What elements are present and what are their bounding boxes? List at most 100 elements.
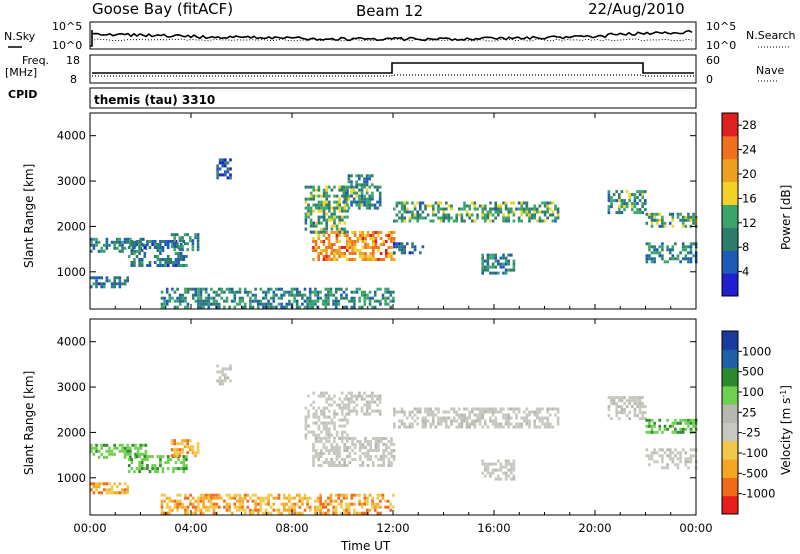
- velocity-echo-cell: [471, 410, 474, 414]
- velocity-echo-cell: [390, 464, 393, 467]
- power-echo-cell: [494, 204, 497, 208]
- power-echo-cell: [413, 216, 417, 220]
- velocity-echo-cell: [376, 505, 380, 509]
- velocity-echo-cell: [620, 396, 624, 400]
- velocity-colorbar-swatch: [722, 477, 738, 497]
- power-echo-cell: [347, 174, 351, 178]
- velocity-echo-cell: [346, 418, 349, 422]
- power-echo-cell: [340, 287, 343, 291]
- velocity-echo-cell: [371, 400, 374, 404]
- velocity-echo-cell: [618, 399, 621, 403]
- power-echo-cell: [641, 196, 644, 200]
- power-echo-cell: [658, 254, 662, 258]
- power-echo-cell: [170, 245, 174, 249]
- velocity-echo-cell: [228, 508, 231, 512]
- power-echo-cell: [350, 290, 354, 294]
- power-echo-cell: [615, 211, 618, 215]
- velocity-echo-cell: [379, 505, 382, 509]
- power-echo-cell: [197, 290, 200, 294]
- velocity-echo-cell: [366, 452, 370, 455]
- velocity-echo-cell: [144, 449, 148, 453]
- velocity-echo-cell: [366, 508, 369, 512]
- power-echo-cell: [335, 200, 339, 204]
- velocity-echo-cell: [194, 508, 198, 512]
- freq-unit-label: [MHz]: [5, 66, 37, 79]
- velocity-echo-cell: [363, 493, 367, 497]
- velocity-echo-cell: [184, 496, 187, 500]
- velocity-echo-cell: [345, 502, 348, 506]
- velocity-echo-cell: [308, 508, 312, 512]
- velocity-echo-cell: [679, 430, 682, 434]
- power-echo-cell: [191, 287, 195, 291]
- velocity-echo-cell: [348, 437, 352, 440]
- velocity-colorbar-tick: 1000: [742, 344, 771, 358]
- nave-trace: [92, 74, 694, 77]
- power-colorbar-label: Power [dB]: [779, 185, 793, 250]
- velocity-echo-cell: [633, 414, 637, 418]
- velocity-echo-cell: [408, 413, 412, 417]
- power-echo-cell: [348, 252, 352, 255]
- power-echo-cell: [196, 236, 200, 240]
- power-echo-cell: [645, 260, 649, 264]
- velocity-echo-cell: [333, 409, 336, 413]
- power-echo-cell: [384, 299, 387, 303]
- power-echo-cell: [105, 240, 109, 244]
- velocity-echo-cell: [681, 448, 685, 452]
- power-echo-cell: [620, 211, 624, 215]
- velocity-echo-cell: [398, 419, 401, 423]
- velocity-echo-cell: [393, 410, 396, 414]
- velocity-echo-cell: [156, 455, 160, 459]
- power-echo-cell: [317, 218, 321, 222]
- power-echo-cell: [361, 231, 365, 234]
- power-echo-cell: [666, 245, 669, 249]
- power-echo-cell: [320, 249, 323, 252]
- velocity-echo-cell: [327, 461, 331, 464]
- velocity-echo-cell: [194, 451, 197, 455]
- velocity-echo-cell: [439, 416, 443, 420]
- velocity-echo-cell: [385, 449, 388, 452]
- power-echo-cell: [668, 248, 672, 252]
- velocity-echo-cell: [325, 406, 328, 410]
- power-echo-cell: [194, 236, 197, 240]
- velocity-echo-cell: [197, 502, 200, 506]
- velocity-echo-cell: [168, 508, 172, 512]
- power-echo-cell: [218, 158, 222, 162]
- velocity-echo-cell: [315, 412, 318, 416]
- velocity-echo-cell: [304, 436, 308, 440]
- velocity-echo-cell: [325, 437, 328, 440]
- velocity-echo-cell: [523, 416, 526, 420]
- nsky-tick-bottom: 10^0: [52, 39, 82, 52]
- power-echo-cell: [638, 190, 642, 194]
- power-echo-cell: [133, 252, 136, 255]
- velocity-echo-cell: [312, 415, 315, 419]
- power-echo-cell: [210, 302, 213, 306]
- power-echo-cell: [317, 203, 321, 207]
- velocity-echo-cell: [333, 421, 336, 425]
- power-echo-cell: [264, 290, 268, 294]
- velocity-echo-cell: [320, 437, 323, 440]
- power-echo-cell: [623, 199, 626, 203]
- velocity-echo-cell: [502, 407, 505, 411]
- power-echo-cell: [303, 305, 307, 309]
- power-echo-cell: [372, 231, 375, 234]
- velocity-echo-cell: [173, 439, 176, 443]
- power-echo-cell: [359, 255, 362, 258]
- power-echo-cell: [322, 258, 326, 261]
- velocity-echo-cell: [419, 407, 422, 411]
- power-echo-cell: [353, 234, 357, 237]
- velocity-echo-cell: [377, 446, 380, 449]
- velocity-echo-cell: [333, 452, 336, 455]
- velocity-echo-cell: [416, 416, 419, 420]
- velocity-echo-cell: [538, 407, 542, 411]
- velocity-echo-cell: [282, 496, 286, 500]
- power-echo-cell: [322, 212, 326, 216]
- power-echo-cell: [607, 199, 611, 203]
- velocity-echo-cell: [315, 436, 318, 440]
- velocity-echo-cell: [325, 421, 328, 425]
- power-echo-cell: [333, 218, 336, 222]
- velocity-echo-cell: [389, 508, 393, 512]
- velocity-echo-cell: [371, 397, 374, 401]
- velocity-echo-cell: [366, 496, 369, 500]
- velocity-echo-cell: [361, 443, 365, 446]
- power-echo-cell: [317, 234, 320, 237]
